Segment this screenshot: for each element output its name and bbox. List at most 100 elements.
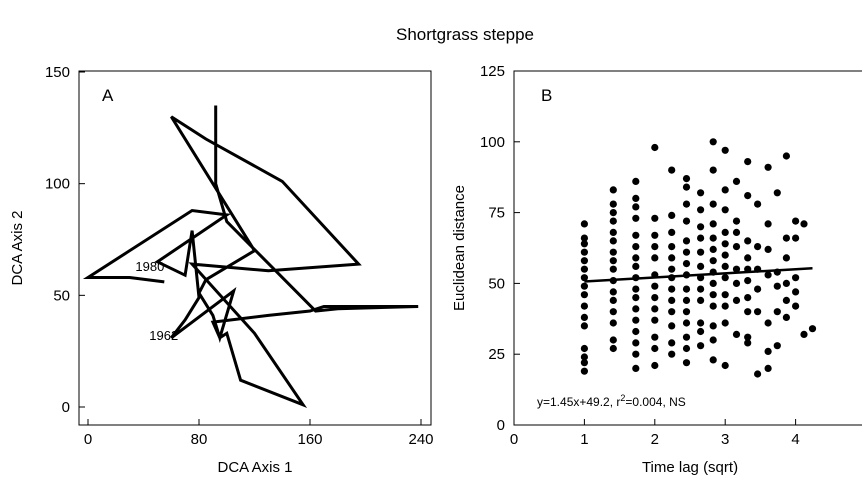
panel-b-data-point xyxy=(580,302,589,310)
panel-a-annotation-1980: 1980 xyxy=(135,259,164,274)
panel-b-equation: y=1.45x+49.2, r2=0.004, NS xyxy=(537,393,686,409)
panel-a-annotation-1962: 1962 xyxy=(149,328,178,343)
panel-b-equation-part-2: =0.004, NS xyxy=(625,395,685,409)
panel-b-data-point xyxy=(682,260,691,268)
panel-b-x-tick-label: 3 xyxy=(721,431,729,448)
panel-b-data-point xyxy=(580,274,589,282)
panel-b-data-point xyxy=(732,243,741,251)
panel-b-data-point xyxy=(800,220,808,228)
panel-b-data-point xyxy=(632,231,640,239)
panel-b-data-point xyxy=(609,217,617,225)
panel-b-data-point xyxy=(773,189,781,197)
panel-b-data-point xyxy=(721,361,729,370)
panel-b-data-point xyxy=(721,291,729,299)
panel-b-data-point xyxy=(632,177,640,185)
panel-b-data-point xyxy=(580,322,589,330)
panel-a-frame xyxy=(78,70,432,426)
panel-b-data-point xyxy=(651,143,659,152)
panel-a-x-axis-label: DCA Axis 1 xyxy=(217,459,292,476)
panel-b-data-point xyxy=(744,254,752,262)
panel-b-data-point xyxy=(609,308,617,316)
panel-b-data-point xyxy=(721,274,729,282)
panel-b-x-tick-label: 4 xyxy=(791,431,799,448)
panel-b-data-point xyxy=(609,344,617,353)
panel-b-data-point xyxy=(709,291,717,299)
panel-b-data-point xyxy=(682,308,691,316)
panel-b-data-point xyxy=(782,296,791,304)
panel-b-data-point xyxy=(651,316,659,324)
panel-b-data-point xyxy=(682,359,691,367)
panel-b-data-point xyxy=(580,344,589,353)
panel-b-data-point xyxy=(580,367,589,375)
panel-a-trajectory-line xyxy=(82,105,419,408)
panel-b-data-point xyxy=(668,285,676,293)
panel-b-data-point xyxy=(709,234,717,242)
panel-b-data-point xyxy=(754,243,762,251)
panel-b-data-point xyxy=(651,243,659,251)
panel-b-data-point xyxy=(632,262,640,270)
panel-b-data-point xyxy=(682,319,691,327)
panel-b-points xyxy=(580,138,817,378)
panel-b-data-point xyxy=(632,194,640,202)
panel-b-data-point xyxy=(668,308,676,316)
panel-b-data-point xyxy=(744,237,752,245)
panel-b-data-point xyxy=(732,177,741,185)
panel-b-data-point xyxy=(609,296,617,304)
panel-a-y-tick-label: 50 xyxy=(53,287,70,304)
panel-b-data-point xyxy=(668,296,676,304)
panel-b-data-point xyxy=(632,203,640,211)
panel-b-data-point xyxy=(800,330,808,338)
panel-b-data-point xyxy=(632,294,640,302)
panel-b-data-point xyxy=(609,319,617,327)
panel-b-data-point xyxy=(609,265,617,273)
panel-b-data-point xyxy=(632,327,640,336)
panel-b-y-tick-label: 25 xyxy=(488,346,505,363)
panel-b-data-point xyxy=(609,200,617,208)
panel-b-data-point xyxy=(632,316,640,324)
panel-b-data-point xyxy=(668,339,676,347)
panel-b-data-point xyxy=(792,217,800,225)
panel-b-data-point xyxy=(721,186,729,194)
panel-b-x-tick-label: 0 xyxy=(510,431,518,448)
panel-b-y-tick-label: 0 xyxy=(497,417,505,434)
panel-b-data-point xyxy=(744,308,752,316)
panel-b-data-point xyxy=(682,183,691,191)
panel-b-data-point xyxy=(732,265,741,273)
panel-b-data-point xyxy=(682,344,691,353)
panel-b-data-point xyxy=(580,220,589,228)
panel-b-data-point xyxy=(697,189,705,197)
panel-a-x-tick-label: 160 xyxy=(297,431,322,448)
panel-b-data-point xyxy=(580,240,589,248)
panel-b-data-point xyxy=(773,342,781,350)
panel-b-data-point xyxy=(632,214,640,222)
panel-b-data-point xyxy=(632,350,640,358)
panel-b-data-point xyxy=(682,200,691,208)
panel-b-data-point xyxy=(632,305,640,313)
panel-b-data-point xyxy=(682,285,691,293)
panel-b-data-point xyxy=(668,166,676,174)
panel-b-data-point xyxy=(697,248,705,256)
panel-b-data-point xyxy=(709,322,717,330)
panel-b-data-point xyxy=(580,313,589,321)
panel-b-data-point xyxy=(651,254,659,262)
panel-b-data-point xyxy=(609,248,617,256)
panel-a-x-tick-label: 240 xyxy=(408,431,433,448)
panel-b-data-point xyxy=(764,364,772,372)
panel-b-data-point xyxy=(709,257,717,265)
panel-b-data-point xyxy=(782,152,791,160)
panel-b-y-ticks: 0 25 50 75 100 125 xyxy=(480,63,520,434)
panel-b-data-point xyxy=(709,200,717,208)
panel-b-data-point xyxy=(709,166,717,174)
panel-b-data-point xyxy=(651,344,659,353)
panel-b-data-point xyxy=(668,243,676,251)
panel-b-data-point xyxy=(721,251,729,259)
panel-b-data-point xyxy=(732,228,741,236)
panel-b-data-point xyxy=(721,262,729,270)
panel-b-data-point xyxy=(651,361,659,370)
panel-b-data-point xyxy=(609,228,617,236)
panel-b-data-point xyxy=(744,192,752,200)
panel-a-letter: A xyxy=(102,86,114,105)
panel-b-data-point xyxy=(709,245,717,253)
panel-b-data-point xyxy=(764,163,772,171)
